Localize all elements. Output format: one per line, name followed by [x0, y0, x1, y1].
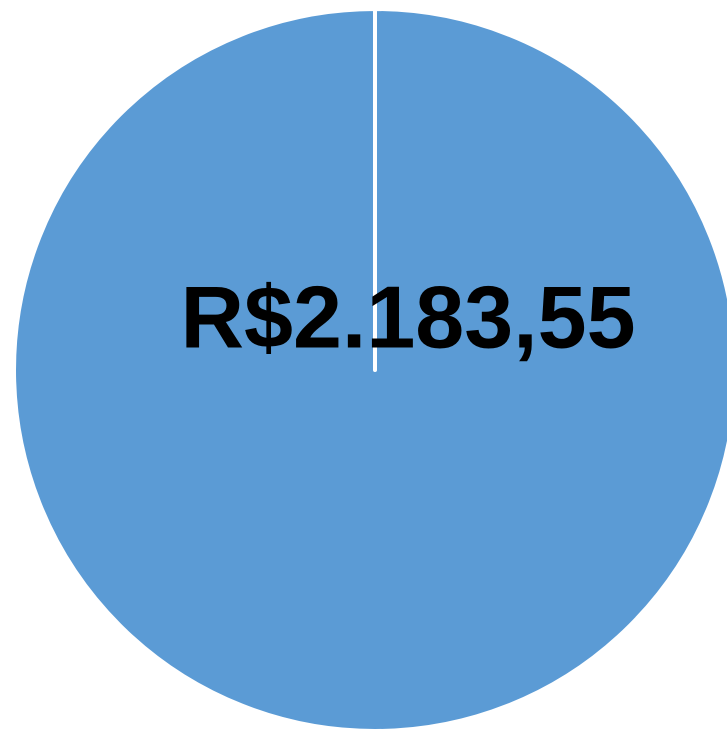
data-label: R$2.183,55 — [180, 267, 635, 366]
pie-slice — [12, 7, 727, 731]
